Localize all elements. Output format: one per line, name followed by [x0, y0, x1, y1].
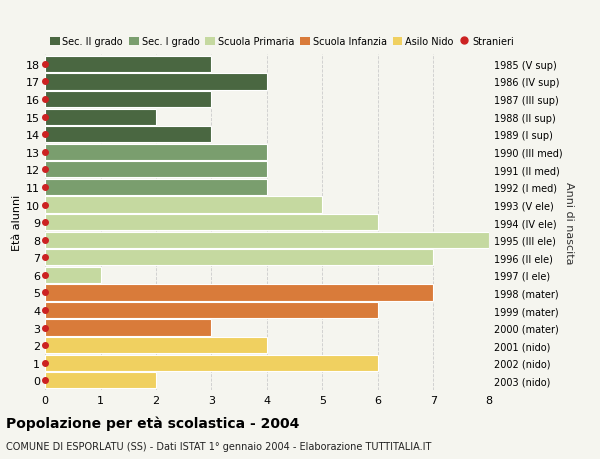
Bar: [45, 162, 267, 178]
Bar: [45, 179, 267, 196]
Y-axis label: Età alunni: Età alunni: [12, 195, 22, 251]
Text: Popolazione per età scolastica - 2004: Popolazione per età scolastica - 2004: [6, 415, 299, 430]
Bar: [45, 355, 378, 371]
Bar: [45, 302, 378, 319]
Bar: [45, 372, 156, 389]
Bar: [45, 285, 433, 301]
Bar: [45, 214, 378, 231]
Bar: [45, 267, 101, 283]
Bar: [45, 127, 211, 143]
Bar: [45, 145, 267, 161]
Y-axis label: Anni di nascita: Anni di nascita: [563, 181, 574, 264]
Bar: [45, 337, 267, 353]
Bar: [45, 74, 267, 90]
Bar: [45, 232, 489, 248]
Bar: [45, 92, 211, 108]
Bar: [45, 320, 211, 336]
Bar: [45, 56, 211, 73]
Legend: Sec. II grado, Sec. I grado, Scuola Primaria, Scuola Infanzia, Asilo Nido, Stran: Sec. II grado, Sec. I grado, Scuola Prim…: [50, 37, 514, 47]
Bar: [45, 109, 156, 125]
Text: COMUNE DI ESPORLATU (SS) - Dati ISTAT 1° gennaio 2004 - Elaborazione TUTTITALIA.: COMUNE DI ESPORLATU (SS) - Dati ISTAT 1°…: [6, 441, 431, 451]
Bar: [45, 197, 323, 213]
Bar: [45, 250, 433, 266]
